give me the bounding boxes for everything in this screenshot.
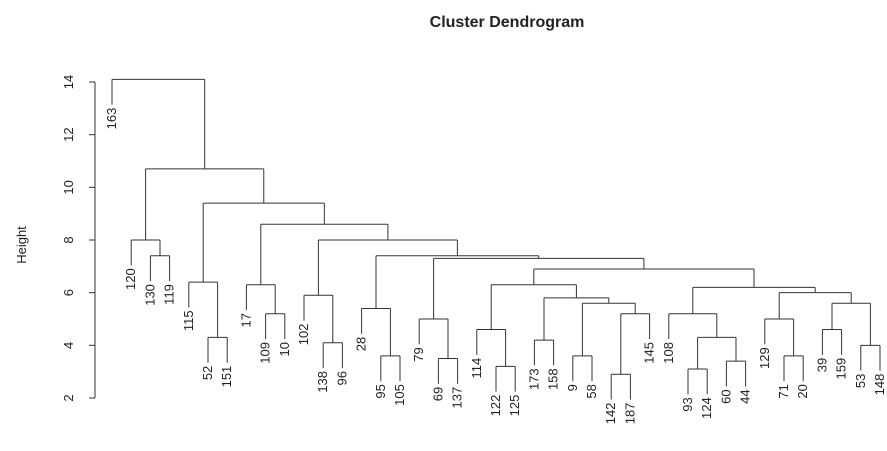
y-tick-label: 4 [61,342,76,349]
leaf-label: 187 [622,403,637,425]
leaf-label: 79 [411,347,426,361]
y-tick-label: 10 [61,180,76,194]
leaf-label: 124 [699,397,714,419]
leaf-label: 129 [757,347,772,369]
leaf-label: 9 [565,384,580,391]
leaf-label: 39 [814,358,829,372]
leaf-label: 10 [277,342,292,356]
leaf-label: 44 [738,389,753,403]
leaf-label: 119 [162,284,177,305]
y-tick-label: 6 [61,289,76,296]
leaf-label: 122 [488,395,503,417]
leaf-label: 58 [584,384,599,398]
leaf-label: 28 [354,337,369,351]
leaf-label: 137 [450,387,465,409]
leaf-label: 138 [315,371,330,393]
leaf-label: 102 [296,324,311,346]
leaf-label: 109 [258,342,273,364]
leaf-label: 17 [238,313,253,327]
chart-title: Cluster Dendrogram [430,14,585,31]
leaf-label: 20 [795,384,810,398]
y-tick-label: 2 [61,394,76,401]
leaf-label: 163 [104,108,119,130]
leaf-label: 60 [718,389,733,403]
leaf-label: 114 [469,358,484,379]
leaf-label: 108 [661,342,676,364]
y-tick-label: 8 [61,236,76,243]
leaf-label: 151 [219,366,234,388]
y-tick-label: 12 [61,127,76,141]
leaf-label: 142 [603,403,618,425]
leaf-label: 93 [680,397,695,411]
leaf-label: 95 [373,384,388,398]
leaf-label: 125 [507,395,522,417]
leaf-label: 96 [334,371,349,385]
leaf-label: 105 [392,384,407,406]
leaf-label: 145 [642,342,657,364]
leaf-label: 53 [853,374,868,388]
leaf-label: 120 [123,268,138,290]
leaf-label: 159 [834,358,849,380]
leaf-label: 173 [526,368,541,390]
leaf-label: 130 [142,284,157,306]
leaf-label: 71 [776,384,791,398]
leaf-label: 115 [181,310,196,331]
leaf-label: 158 [546,368,561,390]
leaf-label: 52 [200,366,215,380]
leaf-label: 148 [872,374,887,396]
leaf-label: 69 [430,387,445,401]
y-axis-label: Height [14,226,29,264]
y-tick-label: 14 [61,75,76,89]
